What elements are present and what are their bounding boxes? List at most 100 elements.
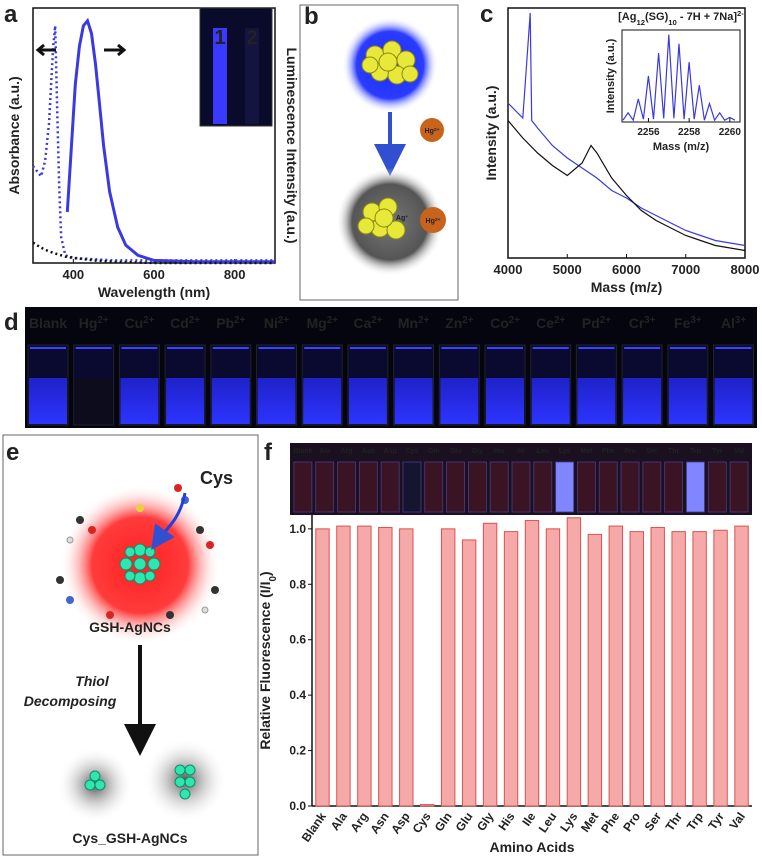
cluster-label: GSH-AgNCs — [89, 619, 171, 635]
bar — [587, 533, 603, 807]
text-part: Pd — [582, 315, 600, 331]
text-part: 2+ — [509, 315, 520, 326]
bar — [378, 526, 393, 807]
text-part: + — [405, 215, 408, 220]
x-tick-label: Glu — [453, 810, 476, 834]
x-tick-label: 2256 — [637, 127, 660, 138]
bar — [420, 804, 435, 807]
bar — [713, 529, 728, 807]
y-tick-label: 0.8 — [289, 577, 306, 591]
series-line — [507, 12, 746, 247]
bar — [503, 531, 519, 807]
text-part: 2+ — [327, 315, 338, 326]
strip-label: Met — [580, 448, 593, 455]
text-part: 2+ — [418, 315, 429, 326]
bar — [399, 528, 414, 807]
strip-vial — [467, 461, 487, 513]
panel-label: c — [480, 1, 493, 28]
x-axis-label: Amino Acids — [489, 839, 574, 855]
strip-label: Blank — [293, 448, 312, 455]
ion-label: Pd2+ — [582, 315, 611, 332]
strip-vial — [555, 461, 575, 513]
text-part: Al — [721, 315, 735, 331]
text-part: Cr — [629, 315, 645, 331]
strip-label: Asp — [384, 448, 397, 455]
strip-label: Glu — [450, 448, 462, 455]
inset-label: 2 — [246, 27, 257, 49]
y-axis-label: Intensity (a.u.) — [605, 38, 617, 113]
cluster-label: Cys_GSH-AgNCs — [72, 830, 187, 846]
text-part: Mn — [398, 315, 418, 331]
strip-label: Gln — [428, 448, 440, 455]
strip-vial — [686, 461, 705, 513]
text-part: 2+ — [189, 315, 200, 326]
text-part: [Ag — [618, 11, 636, 23]
ion-label: Ag+ — [396, 215, 408, 223]
ion-label: Zn2+ — [445, 315, 474, 332]
ion-label: Cd2+ — [170, 315, 200, 332]
x-tick-label: Gln — [432, 810, 455, 834]
strip-vial — [424, 461, 444, 513]
ligand-atoms — [56, 484, 219, 619]
arrow — [151, 492, 187, 550]
panel-label: d — [4, 309, 19, 336]
strip-vial — [489, 461, 509, 513]
vial-solution — [623, 378, 662, 424]
ion-label: Mg2+ — [307, 315, 339, 332]
strip-label: Ser — [646, 448, 658, 455]
strip-label: His — [494, 448, 505, 455]
text-part: (SG) — [645, 11, 669, 23]
text-part: Blank — [29, 315, 67, 331]
vial-glow — [213, 28, 227, 124]
text-part: Pb — [216, 315, 234, 331]
strip-label: Val — [734, 448, 744, 455]
x-tick-label: Arg — [348, 810, 371, 835]
y-tick-label: 0.0 — [289, 799, 306, 813]
ion-label: Blank — [29, 315, 67, 331]
text-part: Cd — [170, 315, 189, 331]
ion-label: Ce2+ — [536, 315, 565, 332]
x-tick-label: Tyr — [705, 809, 727, 832]
vial-solution — [166, 378, 205, 424]
text-part: 2+ — [462, 315, 473, 326]
process-label: Decomposing — [24, 693, 117, 709]
strip-vial — [402, 461, 422, 513]
strip-vial — [620, 461, 640, 513]
vial-solution — [348, 378, 387, 424]
text-part: 12 — [636, 18, 645, 27]
silver-core — [119, 543, 161, 585]
text-part: Ni — [264, 315, 278, 331]
x-tick-label: 600 — [143, 267, 165, 282]
panel-label: b — [304, 3, 319, 30]
bar — [734, 525, 749, 807]
vial-solution — [394, 378, 433, 424]
strip-vial — [380, 461, 400, 513]
text-part: 2+ — [554, 315, 565, 326]
vial-solution — [486, 378, 524, 424]
bar — [357, 525, 372, 807]
ion-label: Fe3+ — [674, 315, 702, 332]
text-part: 2- — [737, 9, 744, 18]
y-axis-label: Relative Fluorescence (I/I0) — [257, 571, 279, 749]
panel-label: e — [6, 439, 19, 466]
text-part: 3+ — [690, 315, 701, 326]
text-part: 2+ — [278, 315, 289, 326]
ion-label: Ca2+ — [353, 315, 382, 332]
strip-label: Asn — [362, 448, 375, 455]
ion-label: Cr3+ — [629, 315, 656, 332]
arrow-right — [104, 43, 127, 57]
inset-photo — [199, 7, 273, 127]
series-line — [622, 34, 736, 122]
bar — [524, 520, 540, 807]
x-tick-label: 8000 — [731, 262, 760, 277]
vial-solution — [577, 378, 616, 424]
bar — [336, 525, 351, 807]
text-part: Zn — [445, 315, 462, 331]
hg-ion — [420, 118, 444, 142]
x-tick-label: 7000 — [671, 262, 700, 277]
strip-label: Thr — [668, 448, 680, 455]
ion-label: Hg2+ — [426, 217, 441, 226]
ion-label: Cu2+ — [124, 315, 154, 332]
strip-label: Arg — [340, 448, 352, 455]
y-tick-label: 1.0 — [289, 522, 306, 536]
